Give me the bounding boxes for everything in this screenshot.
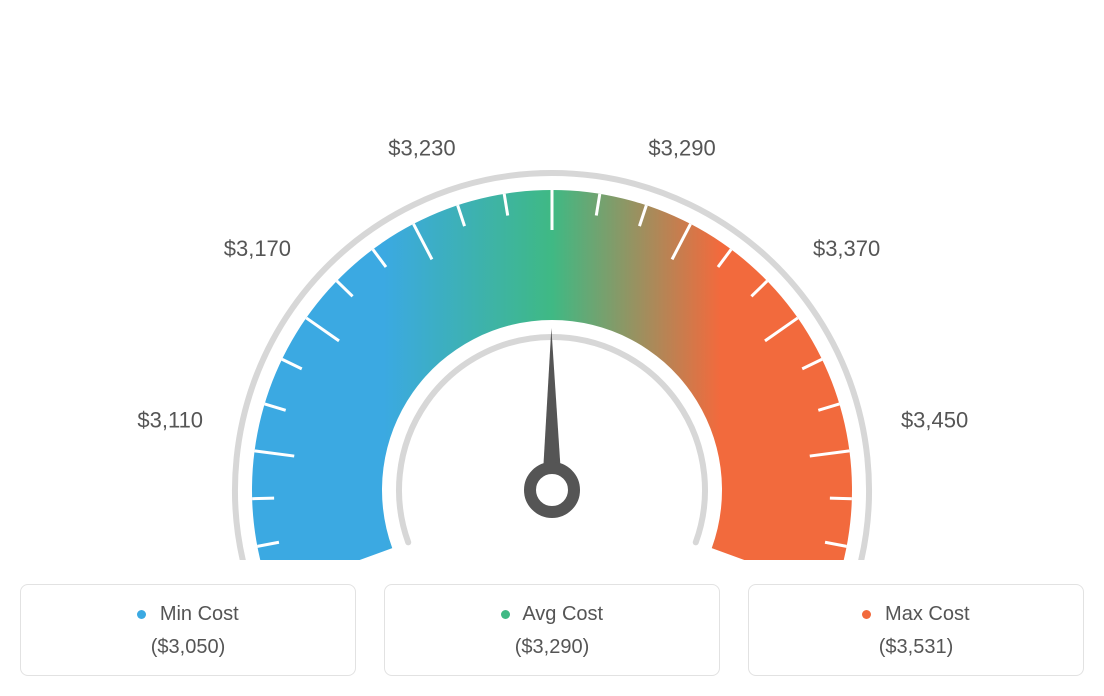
gauge-tick-label: $3,170: [224, 236, 291, 261]
min-bullet-icon: [137, 610, 146, 619]
legend-card-max: Max Cost ($3,531): [748, 584, 1084, 676]
max-bullet-icon: [862, 610, 871, 619]
gauge-minor-tick: [252, 498, 274, 499]
legend-title-max: Max Cost: [769, 603, 1063, 626]
legend-card-min: Min Cost ($3,050): [20, 584, 356, 676]
gauge-tick-label: $3,290: [648, 135, 715, 160]
cost-gauge: $3,050$3,110$3,170$3,230$3,290$3,370$3,4…: [20, 20, 1084, 560]
avg-bullet-icon: [501, 610, 510, 619]
legend-title-max-text: Max Cost: [885, 603, 969, 625]
legend-title-min: Min Cost: [41, 603, 335, 626]
gauge-tick-label: $3,230: [388, 135, 455, 160]
gauge-svg: $3,050$3,110$3,170$3,230$3,290$3,370$3,4…: [20, 20, 1084, 560]
legend-title-avg-text: Avg Cost: [522, 603, 603, 625]
gauge-needle-hub: [530, 468, 574, 512]
gauge-tick-label: $3,450: [901, 407, 968, 432]
legend-row: Min Cost ($3,050) Avg Cost ($3,290) Max …: [20, 584, 1084, 676]
legend-card-avg: Avg Cost ($3,290): [384, 584, 720, 676]
gauge-tick-label: $3,370: [813, 236, 880, 261]
legend-value-min: ($3,050): [41, 636, 335, 659]
legend-value-max: ($3,531): [769, 636, 1063, 659]
legend-title-avg: Avg Cost: [405, 603, 699, 626]
legend-title-min-text: Min Cost: [160, 603, 239, 625]
legend-value-avg: ($3,290): [405, 636, 699, 659]
gauge-tick-label: $3,110: [137, 407, 203, 432]
gauge-minor-tick: [830, 498, 852, 499]
